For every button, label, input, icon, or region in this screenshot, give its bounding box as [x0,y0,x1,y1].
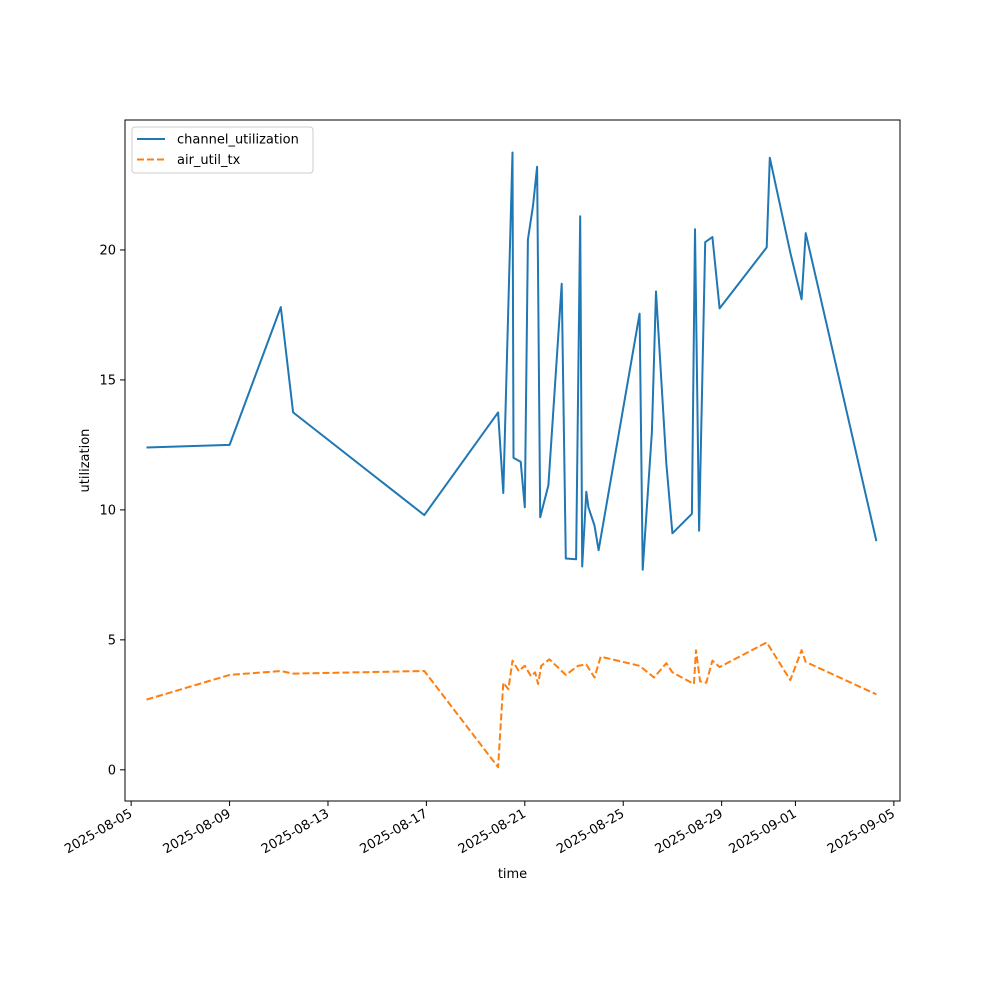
y-tick-label: 15 [99,373,116,388]
series-line-air-util-tx [146,641,877,769]
y-tick-label: 0 [108,763,116,778]
legend: channel_utilization air_util_tx [131,126,314,174]
y-tick-label: 10 [99,503,116,518]
x-axis-label: time [498,867,527,882]
y-tick-label: 5 [108,633,116,648]
plot-frame [124,119,901,802]
y-tick-label: 20 [99,243,116,258]
legend-label: air_util_tx [177,153,241,168]
chart-marks [146,151,878,769]
y-axis-label: utilization [78,429,93,493]
legend-box [131,126,314,174]
legend-label: channel_utilization [177,133,299,148]
series-line-channel-utilization [146,151,878,571]
